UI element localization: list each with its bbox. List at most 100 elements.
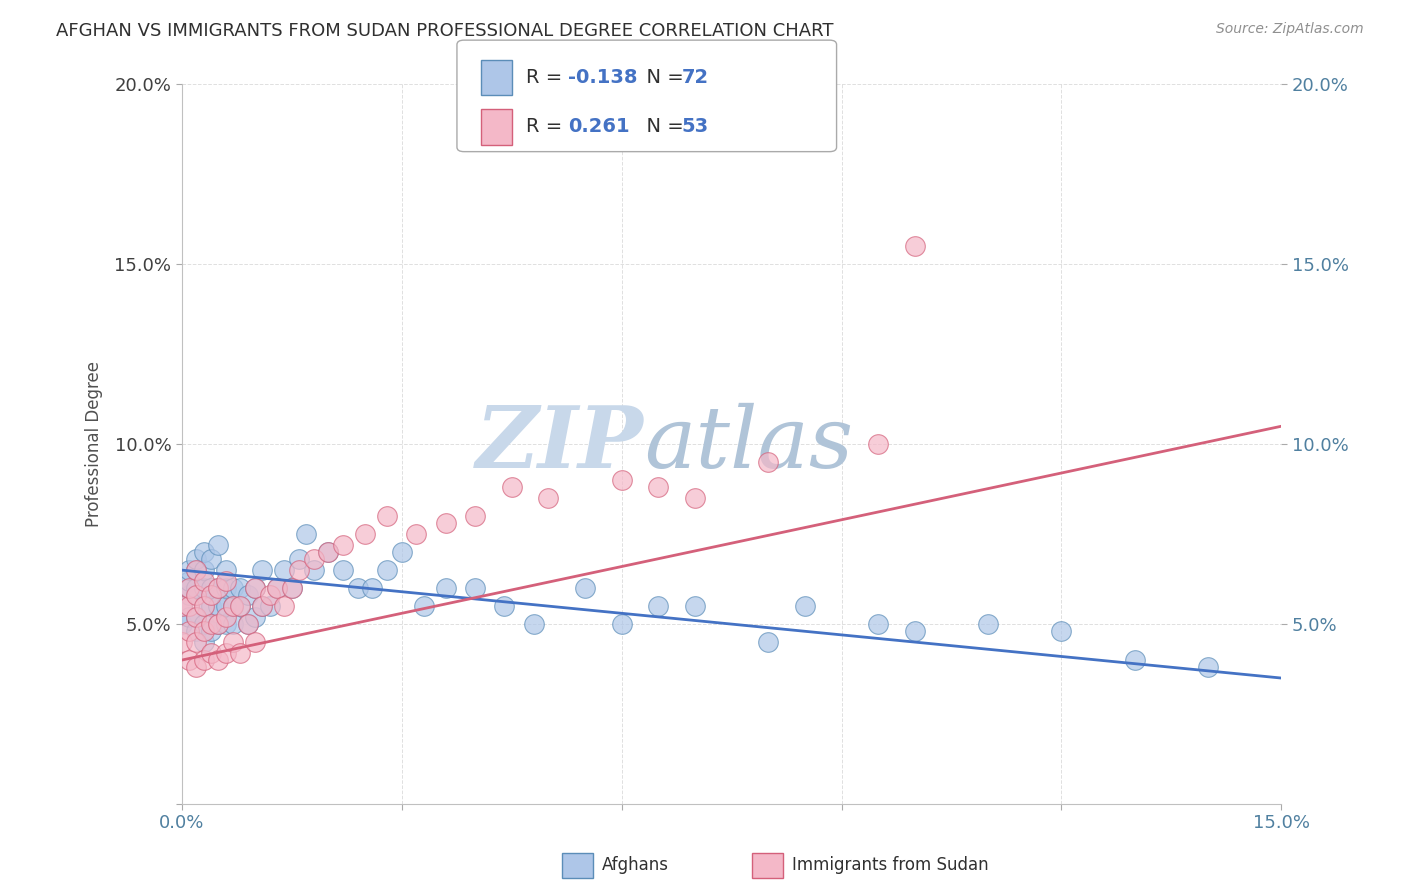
Point xyxy=(193,574,215,588)
Point xyxy=(193,599,215,613)
Point xyxy=(904,624,927,639)
Y-axis label: Professional Degree: Professional Degree xyxy=(86,361,103,527)
Point xyxy=(215,646,238,660)
Point xyxy=(193,624,215,639)
Point xyxy=(200,617,222,632)
Point xyxy=(259,588,281,602)
Point xyxy=(186,610,208,624)
Point xyxy=(200,552,222,566)
Point xyxy=(222,599,245,613)
Point xyxy=(193,563,215,577)
Point xyxy=(186,563,208,577)
Text: N =: N = xyxy=(634,117,690,136)
Point xyxy=(200,588,222,602)
Point xyxy=(252,599,274,613)
Text: Immigrants from Sudan: Immigrants from Sudan xyxy=(792,856,988,874)
Point xyxy=(222,635,245,649)
Point xyxy=(412,599,434,613)
Point xyxy=(170,635,193,649)
Point xyxy=(179,588,201,602)
Point xyxy=(222,599,245,613)
Point xyxy=(523,617,546,632)
Point xyxy=(405,527,427,541)
Point xyxy=(215,563,238,577)
Point xyxy=(610,473,633,487)
Point xyxy=(236,588,259,602)
Point xyxy=(215,574,238,588)
Text: 0.261: 0.261 xyxy=(568,117,630,136)
Point xyxy=(179,610,201,624)
Point xyxy=(243,581,266,595)
Point xyxy=(193,599,215,613)
Point xyxy=(647,480,669,494)
Point xyxy=(1050,624,1073,639)
Point xyxy=(464,509,486,524)
Point xyxy=(1197,660,1219,674)
Point xyxy=(215,581,238,595)
Point xyxy=(236,617,259,632)
Text: R =: R = xyxy=(526,117,568,136)
Point xyxy=(868,617,890,632)
Point xyxy=(391,545,413,559)
Point xyxy=(332,538,354,552)
Point xyxy=(229,599,252,613)
Point xyxy=(207,617,229,632)
Point xyxy=(683,599,706,613)
Text: ZIP: ZIP xyxy=(475,402,644,486)
Point xyxy=(295,527,318,541)
Point xyxy=(186,563,208,577)
Point xyxy=(259,599,281,613)
Point xyxy=(229,599,252,613)
Text: -0.138: -0.138 xyxy=(568,68,637,87)
Point xyxy=(868,437,890,451)
Point xyxy=(186,581,208,595)
Point xyxy=(200,624,222,639)
Point xyxy=(186,635,208,649)
Point xyxy=(179,624,201,639)
Text: AFGHAN VS IMMIGRANTS FROM SUDAN PROFESSIONAL DEGREE CORRELATION CHART: AFGHAN VS IMMIGRANTS FROM SUDAN PROFESSI… xyxy=(56,22,834,40)
Point xyxy=(186,624,208,639)
Point xyxy=(354,527,377,541)
Point xyxy=(229,581,252,595)
Point xyxy=(252,563,274,577)
Text: 53: 53 xyxy=(682,117,709,136)
Point xyxy=(207,599,229,613)
Point xyxy=(318,545,340,559)
Point xyxy=(756,455,779,469)
Point xyxy=(375,563,398,577)
Point xyxy=(179,574,201,588)
Point xyxy=(273,563,295,577)
Point xyxy=(756,635,779,649)
Point xyxy=(186,552,208,566)
Point xyxy=(193,545,215,559)
Point xyxy=(346,581,368,595)
Text: R =: R = xyxy=(526,68,568,87)
Point xyxy=(302,563,325,577)
Point xyxy=(200,581,222,595)
Point xyxy=(179,599,201,613)
Point xyxy=(243,635,266,649)
Point xyxy=(200,646,222,660)
Point xyxy=(200,599,222,613)
Point xyxy=(193,581,215,595)
Point xyxy=(207,653,229,667)
Point xyxy=(793,599,815,613)
Point xyxy=(494,599,516,613)
Point xyxy=(464,581,486,595)
Point xyxy=(318,545,340,559)
Point xyxy=(179,581,201,595)
Point xyxy=(243,581,266,595)
Point xyxy=(170,617,193,632)
Point xyxy=(281,581,304,595)
Point xyxy=(207,581,229,595)
Point xyxy=(179,563,201,577)
Point xyxy=(273,599,295,613)
Point xyxy=(193,635,215,649)
Point xyxy=(193,653,215,667)
Point xyxy=(361,581,384,595)
Point xyxy=(683,491,706,505)
Point xyxy=(904,239,927,253)
Text: N =: N = xyxy=(634,68,690,87)
Point xyxy=(186,610,208,624)
Text: Afghans: Afghans xyxy=(602,856,669,874)
